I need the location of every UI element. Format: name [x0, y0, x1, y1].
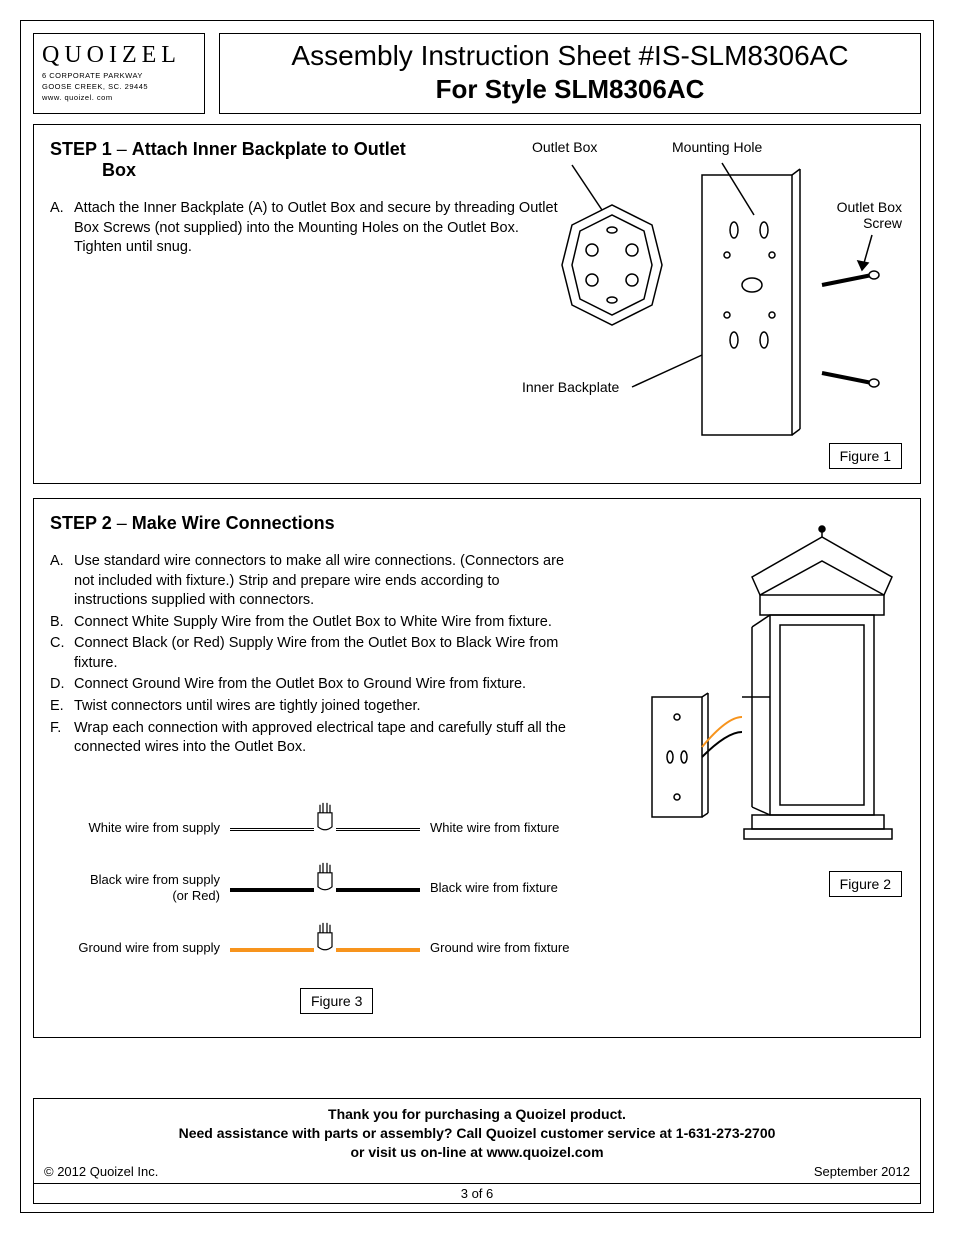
ground-wire-graphic	[230, 918, 420, 978]
wire-row-ground: Ground wire from supply Ground wire from…	[50, 918, 610, 978]
step1-item-a-text: Attach the Inner Backplate (A) to Outlet…	[74, 199, 570, 258]
step2-list: A.Use standard wire connectors to make a…	[50, 552, 570, 758]
ground-supply-label: Ground wire from supply	[50, 940, 230, 956]
step2-a-letter: A.	[50, 552, 74, 611]
figure1-label: Figure 1	[829, 443, 902, 469]
step2-f-letter: F.	[50, 719, 74, 758]
black-wire-graphic	[230, 858, 420, 918]
white-wire-graphic	[230, 798, 420, 858]
step1-box: STEP 1 – Attach Inner Backplate to Outle…	[33, 124, 921, 484]
black-fixture-label: Black wire from fixture	[420, 880, 610, 895]
wire-diagram: White wire from supply White wire from f…	[50, 798, 610, 1018]
step2-b-letter: B.	[50, 613, 74, 633]
step2-c-letter: C.	[50, 634, 74, 673]
step2-a-text: Use standard wire connectors to make all…	[74, 552, 570, 611]
connector-icon	[314, 862, 336, 890]
label-outlet-box: Outlet Box	[532, 139, 597, 155]
footer-copyright: © 2012 Quoizel Inc.	[44, 1164, 158, 1179]
figure3-label: Figure 3	[300, 988, 373, 1014]
black-supply-label: Black wire from supply (or Red)	[50, 872, 230, 903]
header-row: QUOIZEL 6 CORPORATE PARKWAY GOOSE CREEK,…	[33, 33, 921, 114]
footer-thank2: Need assistance with parts or assembly? …	[44, 1124, 910, 1143]
brand-addr2: GOOSE CREEK, SC. 29445	[42, 82, 196, 91]
title-line1: Assembly Instruction Sheet #IS-SLM8306AC	[230, 40, 910, 72]
brand-logo-text: QUOIZEL	[42, 42, 196, 69]
label-mounting-hole: Mounting Hole	[672, 139, 762, 155]
connector-icon	[314, 802, 336, 830]
step2-dash: –	[112, 513, 132, 533]
step2-box: STEP 2 – Make Wire Connections A.Use sta…	[33, 498, 921, 1038]
step2-item-d: D.Connect Ground Wire from the Outlet Bo…	[50, 675, 570, 695]
step1-item-a-letter: A.	[50, 199, 74, 258]
step2-e-text: Twist connectors until wires are tightly…	[74, 697, 421, 717]
white-supply-label: White wire from supply	[50, 820, 230, 836]
page-border: QUOIZEL 6 CORPORATE PARKWAY GOOSE CREEK,…	[20, 20, 934, 1213]
step1-list: A. Attach the Inner Backplate (A) to Out…	[50, 199, 570, 258]
step1-diagram-svg	[502, 155, 902, 465]
wire-row-white: White wire from supply White wire from f…	[50, 798, 610, 858]
step1-prefix: STEP 1	[50, 139, 112, 159]
step2-c-text: Connect Black (or Red) Supply Wire from …	[74, 634, 570, 673]
white-fixture-label: White wire from fixture	[420, 820, 610, 835]
step2-item-e: E.Twist connectors until wires are tight…	[50, 697, 570, 717]
step2-e-letter: E.	[50, 697, 74, 717]
brand-addr1: 6 CORPORATE PARKWAY	[42, 71, 196, 80]
footer-meta: © 2012 Quoizel Inc. September 2012	[44, 1164, 910, 1181]
step2-f-text: Wrap each connection with approved elect…	[74, 719, 570, 758]
step1-item-a: A. Attach the Inner Backplate (A) to Out…	[50, 199, 570, 258]
footer-box: Thank you for purchasing a Quoizel produ…	[33, 1098, 921, 1204]
footer-date: September 2012	[814, 1164, 910, 1179]
step2-b-text: Connect White Supply Wire from the Outle…	[74, 613, 552, 633]
step2-item-f: F.Wrap each connection with approved ele…	[50, 719, 570, 758]
step2-figure: Figure 2	[622, 517, 902, 897]
figure2-label: Figure 2	[829, 871, 902, 897]
title-line2: For Style SLM8306AC	[230, 74, 910, 105]
step2-title: Make Wire Connections	[132, 513, 335, 533]
step2-prefix: STEP 2	[50, 513, 112, 533]
logo-box: QUOIZEL 6 CORPORATE PARKWAY GOOSE CREEK,…	[33, 33, 205, 114]
step1-figure: Outlet Box Mounting Hole Outlet Box Scre…	[502, 139, 902, 469]
step1-title: Attach Inner Backplate to Outlet	[132, 139, 406, 159]
wire-row-black: Black wire from supply (or Red) Black wi…	[50, 858, 610, 918]
ground-fixture-label: Ground wire from fixture	[420, 940, 610, 955]
step2-lantern-svg	[622, 517, 902, 867]
step2-item-a: A.Use standard wire connectors to make a…	[50, 552, 570, 611]
title-box: Assembly Instruction Sheet #IS-SLM8306AC…	[219, 33, 921, 114]
step2-item-c: C.Connect Black (or Red) Supply Wire fro…	[50, 634, 570, 673]
step2-d-text: Connect Ground Wire from the Outlet Box …	[74, 675, 526, 695]
brand-addr3: www. quoizel. com	[42, 93, 196, 102]
step2-d-letter: D.	[50, 675, 74, 695]
connector-icon	[314, 922, 336, 950]
step2-item-b: B.Connect White Supply Wire from the Out…	[50, 613, 570, 633]
footer-page: 3 of 6	[34, 1183, 920, 1203]
step1-dash: –	[112, 139, 132, 159]
footer-thank3: or visit us on-line at www.quoizel.com	[44, 1143, 910, 1162]
footer-thank1: Thank you for purchasing a Quoizel produ…	[44, 1105, 910, 1124]
